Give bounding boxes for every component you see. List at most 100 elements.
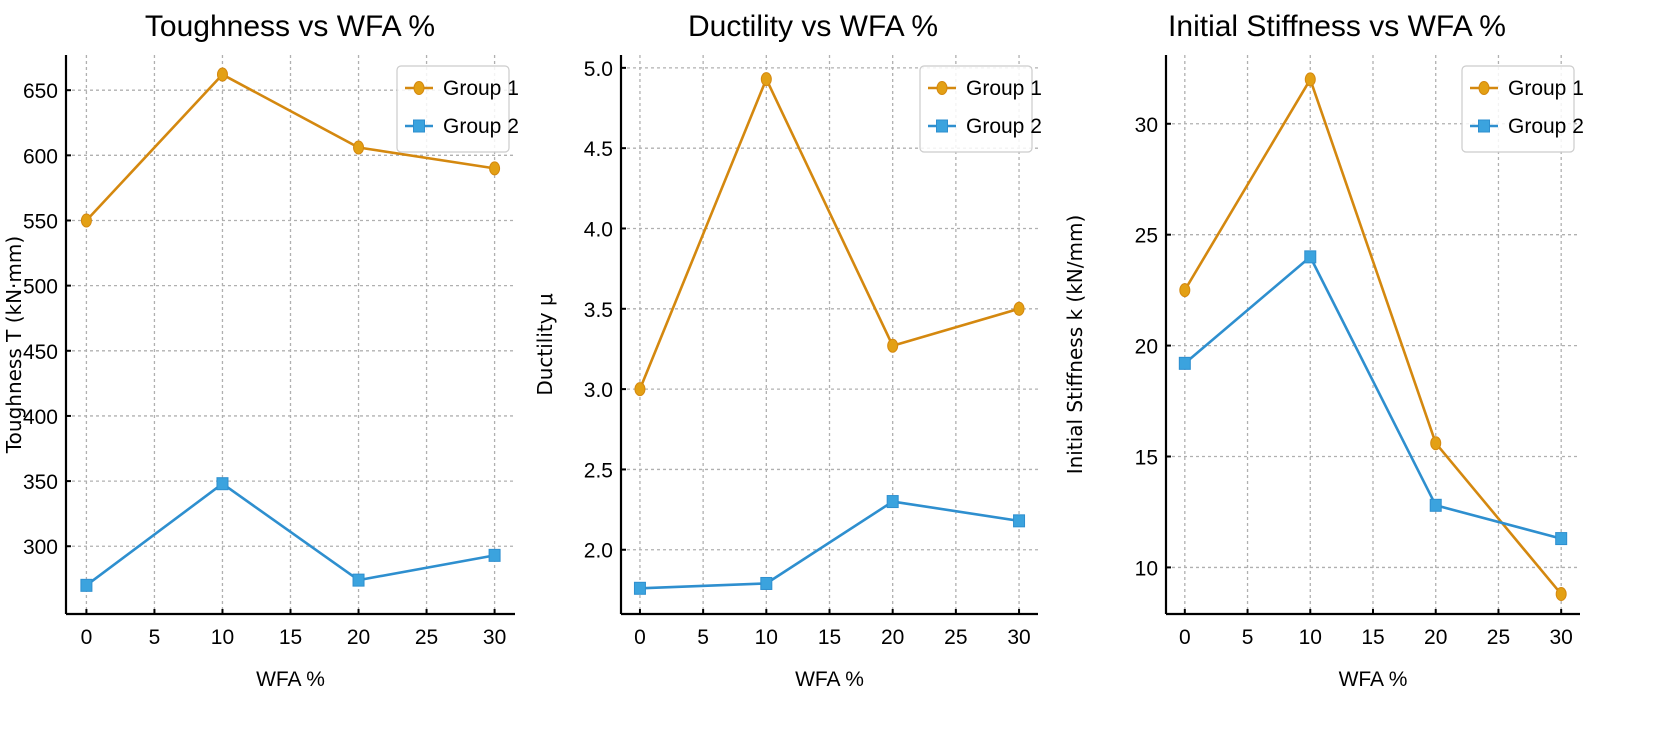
legend-label: Group 1 bbox=[1508, 77, 1584, 100]
x-tick-label: 30 bbox=[483, 626, 506, 649]
legend-label: Group 2 bbox=[443, 115, 519, 138]
data-point bbox=[1555, 587, 1567, 602]
y-tick-label: 15 bbox=[1135, 447, 1158, 470]
x-tick-label: 25 bbox=[415, 626, 438, 649]
legend-square-marker-icon bbox=[1478, 119, 1490, 133]
legend-entry: Group 1 bbox=[1470, 77, 1584, 100]
x-tick-label: 30 bbox=[1550, 626, 1573, 649]
x-tick-label: 30 bbox=[1007, 626, 1030, 649]
y-tick-label: 25 bbox=[1135, 225, 1158, 248]
series-line bbox=[85, 482, 495, 587]
legend-entry: Group 1 bbox=[405, 77, 519, 100]
data-point bbox=[760, 576, 773, 590]
x-tick-label: 15 bbox=[1361, 626, 1384, 649]
legend-label: Group 2 bbox=[966, 115, 1042, 138]
chart-panel-1: Toughness vs WFA % 0 5 10 15 20 25 30 300 350 400 4… bbox=[2, 10, 519, 691]
data-point bbox=[1304, 250, 1317, 264]
chart-panel-2: Ductility vs WFA % 0 5 10 15 20 25 30 2.0 2.5 3.0 3… bbox=[533, 10, 1042, 691]
series-group-1 bbox=[1179, 72, 1567, 602]
y-tick-label: 30 bbox=[1135, 114, 1158, 137]
data-point bbox=[80, 213, 92, 228]
data-point bbox=[1304, 72, 1316, 87]
x-tick-label: 20 bbox=[1424, 626, 1447, 649]
data-point bbox=[353, 140, 365, 155]
x-tick-label: 25 bbox=[1487, 626, 1510, 649]
data-point bbox=[1013, 514, 1026, 528]
x-tick-label: 10 bbox=[211, 626, 234, 649]
y-tick-label: 4.5 bbox=[584, 138, 613, 161]
y-tick-label: 5.0 bbox=[584, 58, 613, 81]
series-group-2 bbox=[1178, 250, 1568, 546]
y-tick-label: 400 bbox=[23, 406, 58, 429]
y-tick-label: 450 bbox=[23, 341, 58, 364]
legend: Group 1 Group 2 bbox=[1461, 65, 1584, 153]
legend-entry: Group 2 bbox=[928, 115, 1042, 138]
legend-circle-marker-icon bbox=[936, 81, 948, 95]
legend: Group 1 Group 2 bbox=[396, 65, 519, 153]
legend-circle-marker-icon bbox=[413, 81, 425, 95]
x-axis-label: WFA % bbox=[1339, 668, 1408, 691]
chart-title: Ductility vs WFA % bbox=[688, 10, 938, 43]
y-tick-label: 650 bbox=[23, 80, 58, 103]
data-point bbox=[352, 573, 365, 587]
chart-title: Toughness vs WFA % bbox=[145, 10, 435, 43]
y-axis-label: Initial Stiffness k (kN/mm) bbox=[1063, 215, 1087, 475]
x-tick-label: 5 bbox=[149, 626, 161, 649]
x-tick-label: 10 bbox=[1299, 626, 1322, 649]
x-tick-label: 0 bbox=[1179, 626, 1191, 649]
x-axis-label: WFA % bbox=[256, 668, 325, 691]
x-tick-label: 0 bbox=[81, 626, 93, 649]
data-point bbox=[1178, 356, 1191, 370]
series-line bbox=[85, 73, 495, 222]
y-tick-label: 20 bbox=[1135, 336, 1158, 359]
data-point bbox=[760, 72, 772, 87]
data-point bbox=[80, 578, 93, 592]
data-point bbox=[633, 581, 646, 595]
x-axis-label: WFA % bbox=[795, 668, 864, 691]
legend-circle-marker-icon bbox=[1478, 81, 1490, 95]
legend-square-marker-icon bbox=[936, 119, 948, 133]
data-point bbox=[216, 67, 228, 82]
data-point bbox=[634, 382, 646, 397]
data-point bbox=[488, 548, 501, 562]
data-point bbox=[1013, 301, 1025, 316]
y-axis-label: Toughness T (kN·mm) bbox=[2, 236, 26, 454]
x-tick-label: 5 bbox=[1242, 626, 1254, 649]
y-tick-label: 2.5 bbox=[584, 459, 613, 482]
y-tick-label: 4.0 bbox=[584, 218, 613, 241]
legend-label: Group 2 bbox=[1508, 115, 1584, 138]
x-tick-label: 25 bbox=[944, 626, 967, 649]
legend: Group 1 Group 2 bbox=[919, 65, 1042, 153]
legend-label: Group 1 bbox=[966, 77, 1042, 100]
chart-panel-3: Initial Stiffness vs WFA % 0 5 10 15 20 25 30 10… bbox=[1063, 10, 1584, 691]
data-point bbox=[1429, 498, 1442, 512]
y-tick-label: 350 bbox=[23, 471, 58, 494]
series-group-2 bbox=[80, 477, 501, 592]
legend-square-marker-icon bbox=[413, 119, 425, 133]
legend-label: Group 1 bbox=[443, 77, 519, 100]
y-tick-label: 3.0 bbox=[584, 379, 613, 402]
y-tick-label: 300 bbox=[23, 536, 58, 559]
y-tick-label: 3.5 bbox=[584, 299, 613, 322]
series-line bbox=[639, 500, 1020, 590]
y-tick-label: 2.0 bbox=[584, 540, 613, 563]
series-line bbox=[1183, 255, 1562, 540]
x-tick-label: 15 bbox=[279, 626, 302, 649]
x-tick-label: 20 bbox=[881, 626, 904, 649]
chart-title: Initial Stiffness vs WFA % bbox=[1168, 10, 1506, 43]
series-group-1 bbox=[80, 67, 501, 228]
data-point bbox=[886, 495, 899, 509]
y-tick-label: 600 bbox=[23, 145, 58, 168]
data-point bbox=[489, 161, 501, 176]
data-point bbox=[1555, 532, 1568, 546]
data-point bbox=[1179, 283, 1191, 298]
series-line bbox=[1183, 78, 1563, 595]
x-tick-label: 15 bbox=[818, 626, 841, 649]
x-tick-label: 10 bbox=[755, 626, 778, 649]
series-group-2 bbox=[633, 495, 1026, 595]
data-point bbox=[887, 338, 899, 353]
legend-entry: Group 2 bbox=[1470, 115, 1584, 138]
x-tick-label: 20 bbox=[347, 626, 370, 649]
x-tick-label: 5 bbox=[697, 626, 709, 649]
